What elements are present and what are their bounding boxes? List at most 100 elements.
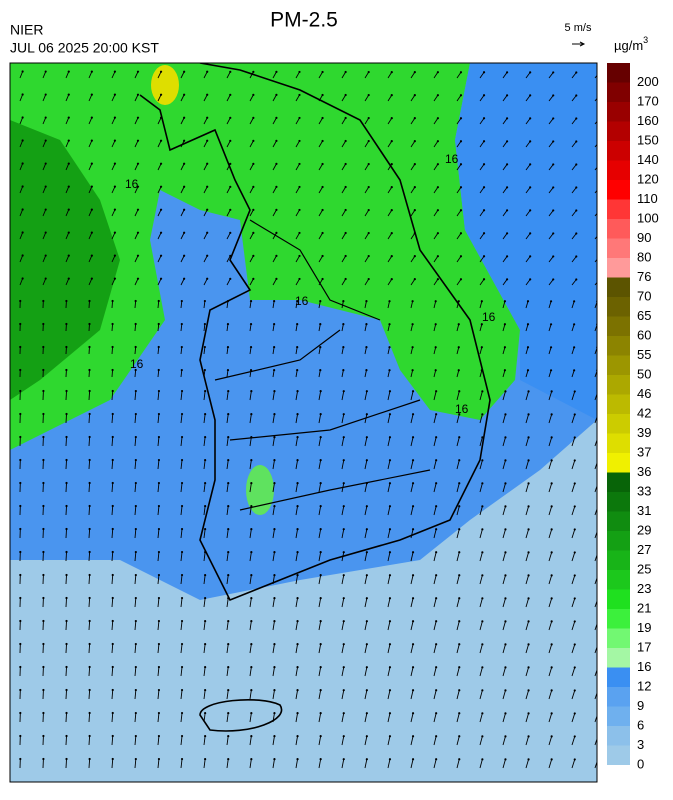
wind-arrowhead bbox=[114, 117, 116, 119]
wind-arrowhead bbox=[204, 528, 206, 530]
wind-arrowhead bbox=[319, 323, 321, 325]
wind-arrowhead bbox=[506, 255, 508, 257]
wind-arrowhead bbox=[343, 551, 345, 553]
wind-arrowhead bbox=[158, 323, 160, 325]
wind-arrowhead bbox=[552, 278, 554, 280]
wind-arrowhead bbox=[460, 71, 462, 73]
wind-arrowhead bbox=[504, 436, 506, 438]
wind-arrowhead bbox=[343, 390, 345, 392]
wind-arrowhead bbox=[414, 71, 416, 73]
wind-arrowhead bbox=[506, 71, 508, 73]
wind-arrowhead bbox=[435, 574, 437, 576]
wind-arrowhead bbox=[112, 413, 114, 415]
wind-arrowhead bbox=[391, 140, 393, 142]
wind-arrowhead bbox=[414, 255, 416, 257]
wind-arrowhead bbox=[65, 735, 67, 737]
colorbar-label: 90 bbox=[637, 230, 651, 245]
wind-arrowhead bbox=[181, 712, 183, 714]
wind-arrowhead bbox=[181, 758, 183, 760]
wind-arrowhead bbox=[529, 140, 531, 142]
wind-arrowhead bbox=[19, 551, 21, 553]
wind-arrowhead bbox=[460, 186, 462, 188]
wind-arrowhead bbox=[389, 482, 391, 484]
wind-arrow bbox=[66, 667, 67, 676]
wind-arrowhead bbox=[412, 459, 414, 461]
wind-arrowhead bbox=[158, 459, 160, 461]
wind-arrowhead bbox=[343, 597, 345, 599]
wind-arrowhead bbox=[183, 186, 185, 188]
wind-arrowhead bbox=[65, 505, 67, 507]
wind-arrowhead bbox=[89, 620, 91, 622]
wind-arrowhead bbox=[320, 620, 322, 622]
colorbar-label: 160 bbox=[637, 113, 659, 128]
wind-arrowhead bbox=[42, 323, 44, 325]
wind-arrowhead bbox=[227, 528, 229, 530]
wind-arrowhead bbox=[158, 528, 160, 530]
wind-arrowhead bbox=[65, 597, 67, 599]
wind-arrowhead bbox=[250, 436, 252, 438]
wind-arrowhead bbox=[296, 643, 298, 645]
wind-arrowhead bbox=[65, 528, 67, 530]
wind-arrowhead bbox=[160, 71, 162, 73]
wind-arrowhead bbox=[437, 232, 439, 234]
wind-arrowhead bbox=[158, 689, 160, 691]
wind-arrowhead bbox=[250, 505, 252, 507]
wind-arrowhead bbox=[252, 117, 254, 119]
wind-arrowhead bbox=[321, 232, 323, 234]
wind-arrowhead bbox=[19, 482, 21, 484]
wind-arrowhead bbox=[183, 71, 185, 73]
wind-arrowhead bbox=[250, 597, 252, 599]
wind-arrowhead bbox=[481, 413, 483, 415]
wind-arrowhead bbox=[275, 278, 277, 280]
colorbar-band bbox=[607, 180, 630, 200]
wind-arrowhead bbox=[227, 413, 229, 415]
wind-arrowhead bbox=[296, 758, 298, 760]
wind-arrowhead bbox=[435, 551, 437, 553]
wind-arrowhead bbox=[112, 643, 114, 645]
wind-arrowhead bbox=[135, 390, 137, 392]
wind-arrowhead bbox=[437, 140, 439, 142]
wind-arrowhead bbox=[437, 94, 439, 96]
wind-arrowhead bbox=[204, 369, 206, 371]
wind-arrowhead bbox=[343, 735, 345, 737]
wind-arrowhead bbox=[19, 436, 21, 438]
wind-arrowhead bbox=[298, 117, 300, 119]
wind-arrowhead bbox=[112, 551, 114, 553]
wind-arrowhead bbox=[273, 390, 275, 392]
wind-arrowhead bbox=[296, 482, 298, 484]
wind-arrowhead bbox=[65, 346, 67, 348]
wind-arrowhead bbox=[252, 140, 254, 142]
wind-arrowhead bbox=[365, 369, 367, 371]
wind-arrowhead bbox=[574, 689, 576, 691]
colorbar-band bbox=[607, 629, 630, 649]
colorbar-band bbox=[607, 434, 630, 454]
wind-arrowhead bbox=[598, 140, 600, 142]
wind-arrowhead bbox=[227, 689, 229, 691]
wind-arrowhead bbox=[481, 528, 483, 530]
wind-arrowhead bbox=[345, 255, 347, 257]
wind-arrowhead bbox=[112, 574, 114, 576]
wind-arrowhead bbox=[112, 436, 114, 438]
colorbar-band bbox=[607, 200, 630, 220]
wind-arrowhead bbox=[481, 758, 483, 760]
colorbar-band bbox=[607, 512, 630, 532]
wind-arrowhead bbox=[366, 620, 368, 622]
wind-arrowhead bbox=[296, 735, 298, 737]
wind-arrowhead bbox=[435, 436, 437, 438]
wind-arrowhead bbox=[435, 482, 437, 484]
wind-arrowhead bbox=[366, 551, 368, 553]
wind-arrowhead bbox=[275, 255, 277, 257]
wind-arrowhead bbox=[204, 436, 206, 438]
wind-arrowhead bbox=[204, 390, 206, 392]
wind-arrowhead bbox=[368, 186, 370, 188]
wind-arrowhead bbox=[368, 209, 370, 211]
colorbar-band bbox=[607, 122, 630, 142]
wind-arrowhead bbox=[250, 300, 252, 302]
colorbar-label: 3 bbox=[637, 737, 644, 752]
wind-arrowhead bbox=[575, 209, 577, 211]
wind-arrowhead bbox=[227, 505, 229, 507]
wind-arrowhead bbox=[206, 255, 208, 257]
wind-arrowhead bbox=[388, 300, 390, 302]
wind-arrowhead bbox=[227, 758, 229, 760]
wind-arrowhead bbox=[227, 597, 229, 599]
